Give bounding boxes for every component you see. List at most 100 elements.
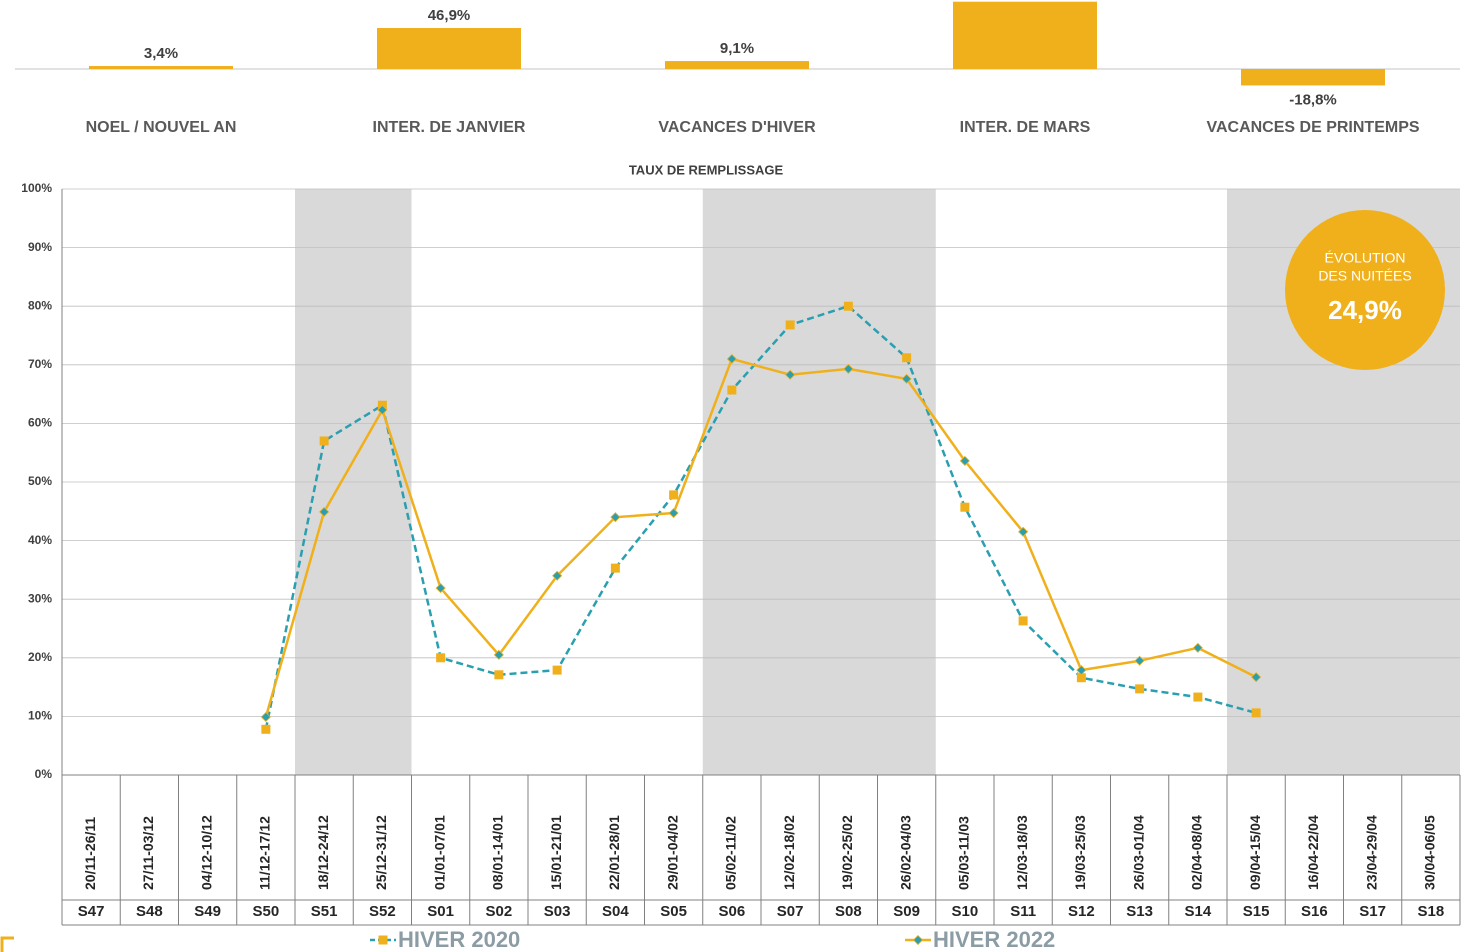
marker-diamond [493, 649, 504, 660]
legend-label: HIVER 2020 [398, 927, 520, 952]
marker-square [610, 563, 620, 573]
x-tick-label: 18/12-24/12 [315, 815, 331, 890]
y-tick-label: 60% [28, 416, 52, 430]
x-tick-label: 12/03-18/03 [1014, 815, 1030, 890]
chart-title: TAUX DE REMPLISSAGE [629, 162, 784, 177]
week-label: S12 [1068, 903, 1095, 920]
week-label: S08 [835, 903, 862, 920]
marker-square [494, 670, 504, 680]
y-tick-label: 50% [28, 474, 52, 488]
x-tick-label: 25/12-31/12 [373, 815, 389, 890]
marker-square [669, 490, 679, 500]
x-tick-label: 01/01-07/01 [431, 815, 447, 890]
week-label: S47 [78, 903, 105, 920]
marker-square [1018, 616, 1028, 626]
x-tick-label: 08/01-14/01 [490, 815, 506, 890]
week-label: S18 [1418, 903, 1445, 920]
marker-square [785, 320, 795, 330]
bar [89, 66, 233, 69]
week-label: S15 [1243, 903, 1270, 920]
x-tick-label: 11/12-17/12 [257, 816, 273, 890]
marker-diamond [610, 512, 621, 523]
x-tick-label: 05/03-11/03 [956, 816, 972, 890]
x-tick-label: 16/04-22/04 [1305, 815, 1321, 890]
kpi-circle [1285, 210, 1445, 370]
x-tick-label: 30/04-06/05 [1422, 815, 1438, 890]
value-label: 3,4% [144, 45, 178, 62]
marker-square [436, 653, 446, 663]
y-tick-label: 100% [21, 181, 52, 195]
week-label: S06 [719, 903, 746, 920]
category-label: INTER. DE JANVIER [373, 119, 526, 136]
y-tick-label: 10% [28, 709, 52, 723]
corner-decoration [0, 936, 14, 952]
marker-diamond [1192, 642, 1203, 653]
week-label: S48 [136, 903, 163, 920]
value-label: 9,1% [720, 40, 754, 57]
marker-square [1193, 692, 1203, 702]
kpi-caption: ÉVOLUTION [1325, 250, 1406, 266]
marker-diamond [668, 507, 679, 519]
marker-diamond [435, 583, 446, 594]
week-label: S14 [1185, 903, 1212, 920]
x-tick-label: 29/01-04/02 [664, 815, 680, 890]
x-tick-label: 26/02-04/03 [897, 815, 913, 890]
week-label: S10 [952, 903, 979, 920]
bar [1241, 69, 1385, 86]
week-label: S51 [311, 903, 338, 920]
week-label: S13 [1126, 903, 1153, 920]
marker-diamond [1134, 655, 1145, 666]
y-tick-label: 90% [28, 240, 52, 254]
y-tick-label: 80% [28, 298, 52, 312]
x-tick-label: 23/04-29/04 [1363, 815, 1379, 890]
y-tick-label: 70% [28, 357, 52, 371]
marker-diamond [377, 404, 388, 415]
marker-diamond [726, 353, 737, 365]
marker-square [727, 385, 737, 395]
week-label: S04 [602, 903, 629, 920]
x-tick-label: 20/11-26/11 [82, 817, 98, 890]
marker-square [319, 436, 329, 446]
x-tick-label: 02/04-08/04 [1189, 815, 1205, 890]
legend-label: HIVER 2022 [933, 927, 1055, 952]
kpi-value: 24,9% [1328, 295, 1402, 325]
x-tick-label: 26/03-01/04 [1130, 815, 1146, 890]
week-label: S16 [1301, 903, 1328, 920]
marker-diamond [843, 363, 854, 374]
x-tick-label: 27/11-03/12 [140, 816, 156, 890]
x-tick-label: 12/02-18/02 [781, 815, 797, 890]
marker-diamond [552, 570, 563, 581]
x-tick-label: 19/02-25/02 [839, 815, 855, 890]
marker-square [960, 502, 970, 512]
y-tick-label: 30% [28, 591, 52, 605]
marker-diamond [901, 373, 912, 384]
marker-square [902, 353, 912, 363]
marker-square [552, 665, 562, 675]
week-label: S03 [544, 903, 571, 920]
marker-diamond [1076, 665, 1087, 676]
marker-square [1135, 684, 1145, 694]
series-line [264, 357, 1257, 718]
category-label: INTER. DE MARS [960, 119, 1091, 136]
x-tick-label: 19/03-25/03 [1072, 815, 1088, 890]
bar [665, 61, 809, 69]
marker-square [843, 301, 853, 311]
category-label: NOEL / NOUVEL AN [86, 119, 237, 136]
week-label: S11 [1010, 903, 1036, 920]
category-label: VACANCES D'HIVER [658, 119, 816, 136]
x-tick-label: 09/04-15/04 [1247, 815, 1263, 890]
y-tick-label: 20% [28, 650, 52, 664]
week-label: S01 [427, 903, 454, 920]
value-label: 46,9% [428, 7, 471, 24]
marker-diamond [785, 369, 796, 380]
marker-diamond [959, 455, 970, 466]
week-label: S05 [660, 903, 687, 920]
week-label: S09 [893, 903, 920, 920]
marker-diamond [260, 711, 271, 723]
y-tick-label: 40% [28, 533, 52, 547]
legend-marker [378, 935, 388, 945]
x-tick-label: 05/02-11/02 [723, 816, 739, 890]
kpi-caption: DES NUITÉES [1318, 268, 1411, 284]
marker-square [261, 724, 271, 734]
